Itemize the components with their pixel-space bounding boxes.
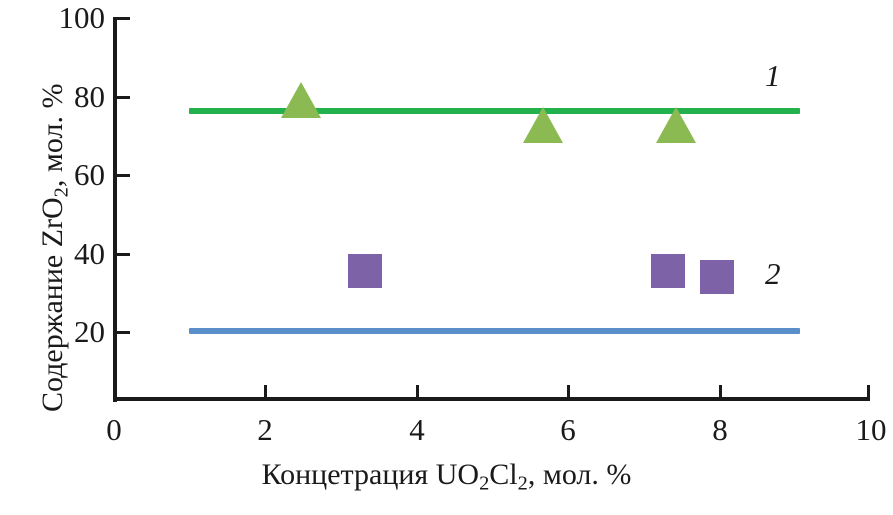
x-tick-label-2: 2 <box>257 412 273 447</box>
series-label-2: 2 <box>765 256 781 291</box>
x-tick-label-10: 10 <box>855 412 887 447</box>
x-tick-label-4: 4 <box>409 412 425 447</box>
y-tick-40 <box>117 253 130 256</box>
x-axis-title-head: Концетрация UO <box>261 458 480 491</box>
x-tick-label-0: 0 <box>106 412 122 447</box>
y-tick-80 <box>117 96 130 99</box>
data-point-square-2 <box>651 254 685 288</box>
y-axis-title-head: Содержание ZrO <box>36 197 69 412</box>
y-tick-label-40: 40 <box>74 236 105 271</box>
y-axis-title-tail: , мол. % <box>36 83 69 188</box>
x-axis-title-subscript-2: 2 <box>517 472 528 495</box>
x-axis-line <box>113 397 870 401</box>
y-tick-label-20: 20 <box>74 314 105 349</box>
x-axis-title-mid: Cl <box>489 458 518 491</box>
series-label-1: 1 <box>765 58 781 93</box>
data-point-triangle-3 <box>656 107 696 143</box>
x-axis-title: Концетрация UO2Cl2, мол. % <box>0 458 893 496</box>
y-axis-title-subscript: 2 <box>50 187 73 198</box>
x-axis-title-subscript-1: 2 <box>479 472 490 495</box>
y-tick-60 <box>117 174 130 177</box>
y-tick-label-60: 60 <box>74 157 105 192</box>
data-point-triangle-2 <box>523 107 563 143</box>
x-tick-2 <box>264 385 267 398</box>
x-tick-10 <box>867 385 870 398</box>
series-2-trend-line <box>189 328 800 334</box>
y-tick-label-80: 80 <box>74 79 105 114</box>
y-axis-line <box>113 17 117 402</box>
y-axis-title: Содержание ZrO2, мол. % <box>36 84 74 412</box>
data-point-square-1 <box>348 254 382 288</box>
data-point-triangle-1 <box>281 82 321 118</box>
x-tick-label-6: 6 <box>560 412 576 447</box>
x-tick-8 <box>719 385 722 398</box>
series-1-trend-line <box>189 108 800 114</box>
x-tick-4 <box>416 385 419 398</box>
y-tick-label-100: 100 <box>58 0 106 35</box>
x-tick-6 <box>567 385 570 398</box>
x-axis-title-tail: , мол. % <box>527 458 632 491</box>
y-tick-20 <box>117 331 130 334</box>
y-tick-100 <box>117 17 130 20</box>
data-point-square-3 <box>700 260 734 294</box>
x-tick-0 <box>113 385 116 398</box>
x-tick-label-8: 8 <box>712 412 728 447</box>
